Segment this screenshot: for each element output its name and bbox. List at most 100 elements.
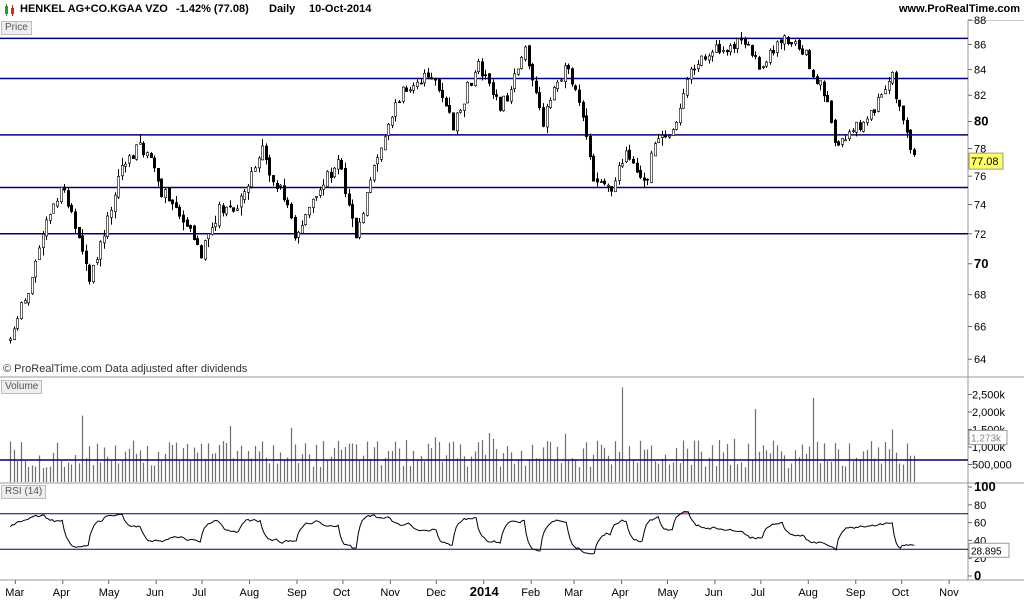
candle-body [739, 37, 743, 41]
candle-body [401, 86, 405, 102]
copyright-note: © ProRealTime.com Data adjusted after di… [3, 363, 248, 375]
candle-body [379, 147, 383, 160]
candle-body [555, 81, 559, 90]
candle-body [537, 92, 541, 108]
rsi-tick-label: 80 [974, 500, 986, 512]
candle-body [581, 101, 585, 118]
candle-body [703, 56, 707, 60]
candle-body [426, 72, 430, 78]
candle-body [469, 82, 473, 86]
candle-body [88, 264, 92, 282]
candle-body [437, 79, 441, 91]
candle-body [48, 214, 52, 221]
volume-tick-label: 2,500k [972, 390, 1006, 402]
candle-body [667, 135, 671, 138]
candle-body [656, 138, 660, 143]
price-tick-label: 88 [974, 15, 986, 27]
candle-body [222, 205, 226, 214]
x-tick-label: Feb [521, 587, 540, 599]
candle-body [455, 112, 459, 132]
candle-body [243, 191, 247, 200]
candle-body [81, 235, 85, 252]
candle-body [211, 227, 215, 235]
candle-body [901, 105, 905, 121]
candle-body [451, 112, 455, 131]
candle-body [26, 293, 30, 304]
candle-body [584, 115, 588, 137]
candle-body [271, 175, 275, 183]
candle-body [182, 214, 186, 223]
candle-body [696, 64, 700, 69]
candle-body [541, 107, 545, 127]
candle-body [908, 129, 912, 150]
candle-body [257, 157, 261, 169]
candle-body [204, 240, 208, 260]
candle-body [200, 245, 204, 259]
candle-body [912, 149, 916, 155]
candle-body [13, 328, 17, 340]
candle-body [336, 159, 340, 170]
candle-body [311, 198, 315, 208]
candle-body [674, 122, 678, 130]
candle-body [300, 225, 304, 234]
candle-body [171, 199, 175, 205]
candle-body [186, 219, 190, 227]
price-tick-label: 72 [974, 229, 986, 241]
price-tick-label: 64 [974, 354, 986, 366]
candle-body [699, 55, 703, 66]
site-link[interactable]: www.ProRealTime.com [898, 3, 1020, 15]
candle-body [476, 61, 480, 72]
rsi-panel-label: RSI (14) [1, 485, 47, 499]
candle-body [728, 45, 732, 53]
candle-body [545, 106, 549, 128]
candle-body [818, 80, 822, 86]
candle-body [368, 179, 372, 193]
candle-body [278, 184, 282, 187]
candle-body [225, 206, 229, 215]
candle-body [236, 208, 240, 211]
candle-body [375, 157, 379, 165]
candle-body [264, 145, 268, 160]
candle-body [660, 135, 664, 138]
candle-body [121, 165, 125, 177]
rsi-tick-label: 0 [974, 568, 981, 583]
candle-body [189, 225, 193, 229]
candle-body [807, 50, 811, 70]
candle-body [30, 277, 34, 294]
candle-body [175, 202, 179, 208]
price-panel [0, 20, 968, 376]
candle-body [721, 50, 725, 52]
candle-body [498, 96, 502, 111]
candle-body [764, 61, 768, 67]
x-tick-label: Apr [53, 587, 70, 599]
candle-body [329, 171, 333, 179]
candle-body [408, 89, 412, 92]
candle-body [782, 35, 786, 45]
candle-body [653, 143, 657, 157]
candle-body [9, 338, 13, 341]
candle-body [411, 85, 415, 91]
volume-tick-label: 1,000k [972, 442, 1006, 454]
candle-body [214, 223, 218, 227]
candle-body [840, 138, 844, 145]
candle-body [383, 136, 387, 151]
candle-body [905, 119, 909, 133]
candle-body [247, 185, 251, 193]
rsi-line [9, 510, 915, 555]
chart-header: HENKEL AG+CO.KGAA VZO -1.42% (77.08) Dai… [0, 0, 1024, 21]
candle-body [267, 157, 271, 176]
candle-body [588, 135, 592, 158]
candle-body [890, 72, 894, 84]
period: Daily [269, 3, 296, 15]
candle-body [19, 302, 23, 319]
candle-body [577, 89, 581, 103]
candle-body [710, 51, 714, 57]
candle-body [793, 41, 797, 44]
candle-body [303, 214, 307, 226]
x-tick-label: Jun [705, 587, 723, 599]
candle-body [591, 155, 595, 182]
candle-body [678, 107, 682, 124]
candle-body [609, 186, 613, 192]
candle-body [23, 300, 27, 304]
